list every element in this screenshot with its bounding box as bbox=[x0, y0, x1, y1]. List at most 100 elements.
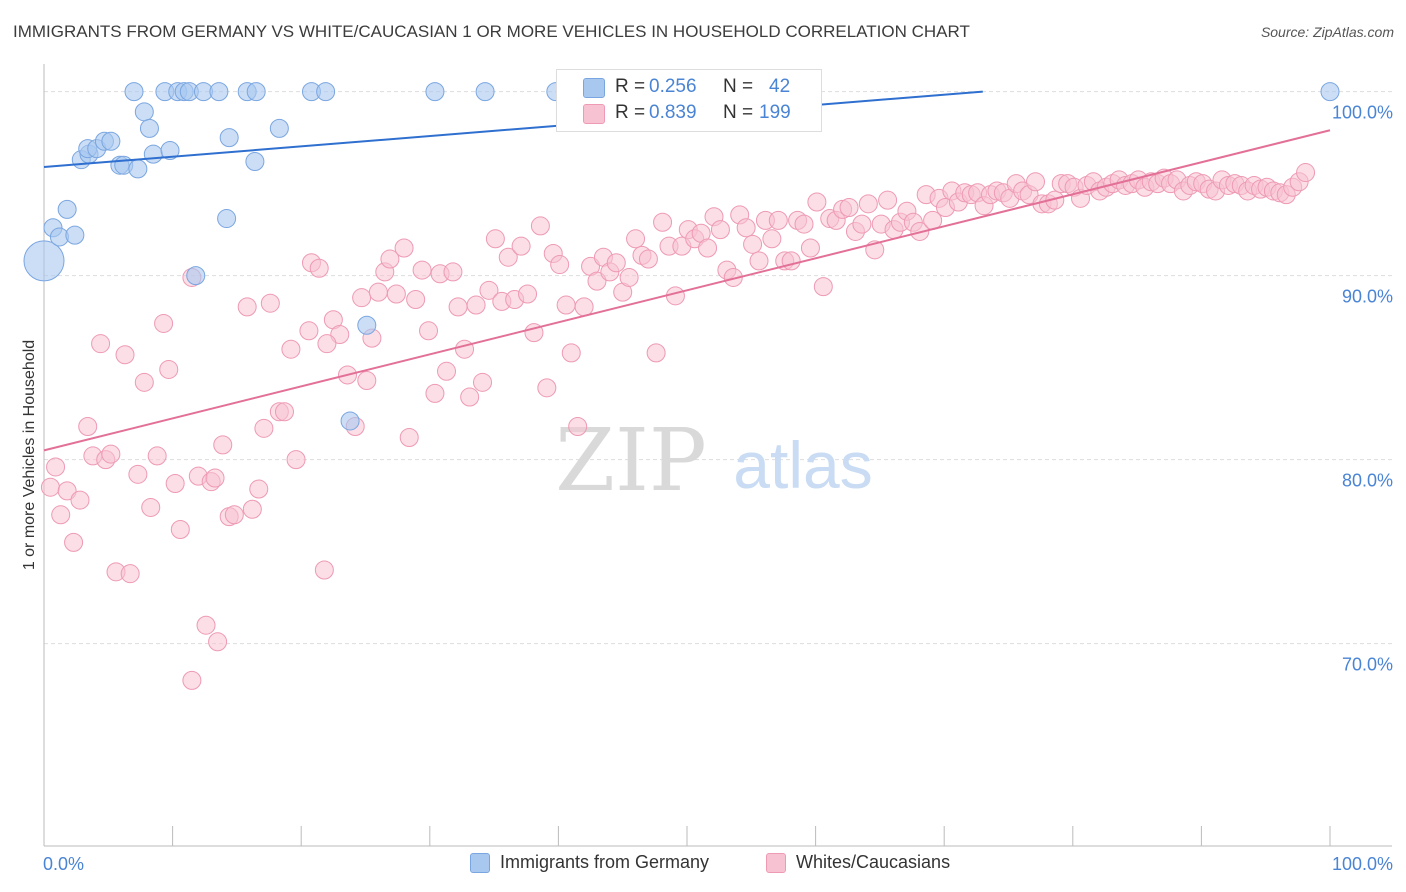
data-point-whites bbox=[425, 383, 445, 403]
data-point-whites bbox=[51, 505, 71, 525]
data-point-whites bbox=[762, 229, 782, 249]
data-point-whites bbox=[736, 218, 756, 238]
data-point-whites bbox=[412, 260, 432, 280]
data-point-whites bbox=[800, 238, 820, 258]
data-point-whites bbox=[455, 339, 475, 359]
trend-lines bbox=[43, 90, 1331, 452]
data-point-whites bbox=[1296, 163, 1316, 183]
data-point-whites bbox=[249, 479, 269, 499]
data-point-whites bbox=[224, 505, 244, 525]
legend-swatch-pink bbox=[766, 853, 786, 873]
data-point-germany bbox=[134, 102, 154, 122]
data-point-whites bbox=[556, 295, 576, 315]
data-point-whites bbox=[165, 474, 185, 494]
x-tick-label: 100.0% bbox=[1332, 854, 1393, 874]
data-point-germany bbox=[425, 82, 445, 102]
data-point-whites bbox=[794, 214, 814, 234]
data-point-whites bbox=[813, 277, 833, 297]
data-point-whites bbox=[242, 499, 262, 519]
legend-n-value: 199 bbox=[759, 102, 791, 123]
data-point-whites bbox=[498, 247, 518, 267]
data-point-whites bbox=[254, 418, 274, 438]
data-point-whites bbox=[743, 234, 763, 254]
data-point-whites bbox=[511, 236, 531, 256]
axes bbox=[43, 64, 1392, 847]
data-point-whites bbox=[101, 444, 121, 464]
legend-r-label: R = bbox=[615, 76, 646, 97]
data-point-whites bbox=[419, 321, 439, 341]
legend-r-label: R = bbox=[615, 102, 646, 123]
data-point-whites bbox=[357, 370, 377, 390]
data-point-whites bbox=[561, 343, 581, 363]
data-point-germany bbox=[316, 82, 336, 102]
data-point-germany bbox=[57, 199, 77, 219]
data-point-whites bbox=[574, 297, 594, 317]
data-point-whites bbox=[710, 220, 730, 240]
data-point-whites bbox=[159, 359, 179, 379]
data-point-whites bbox=[878, 190, 898, 210]
data-point-whites bbox=[568, 416, 588, 436]
data-point-germany bbox=[269, 118, 289, 138]
legend-n-label: N = bbox=[723, 76, 754, 97]
data-point-germany bbox=[209, 82, 229, 102]
correlation-legend: R = 0.256 N = 42 R = 0.839 N = 199 bbox=[556, 69, 822, 132]
data-point-whites bbox=[213, 435, 233, 455]
data-point-whites bbox=[665, 286, 685, 306]
trend-line-whites bbox=[43, 129, 1331, 452]
data-point-germany bbox=[139, 118, 159, 138]
data-point-germany bbox=[101, 131, 121, 151]
data-point-whites bbox=[205, 468, 225, 488]
trend-line-germany bbox=[43, 90, 983, 169]
data-point-germany bbox=[246, 82, 266, 102]
data-point-whites bbox=[638, 249, 658, 269]
y-tick-label: 90.0% bbox=[1342, 287, 1393, 307]
data-point-whites bbox=[807, 192, 827, 212]
data-point-germany bbox=[65, 225, 85, 245]
whites-caucasians-points bbox=[40, 163, 1316, 690]
tick-labels: 70.0% 80.0% 90.0% 100.0% 0.0% 100.0% bbox=[43, 103, 1393, 874]
data-point-germany bbox=[143, 144, 163, 164]
legend-swatch-pink bbox=[583, 104, 605, 124]
chart-title: IMMIGRANTS FROM GERMANY VS WHITE/CAUCASI… bbox=[13, 22, 970, 41]
data-point-germany bbox=[357, 315, 377, 335]
watermark: ZIP atlas bbox=[555, 411, 873, 511]
data-point-germany bbox=[1320, 82, 1340, 102]
data-point-whites bbox=[260, 293, 280, 313]
y-tick-label: 80.0% bbox=[1342, 471, 1393, 491]
data-point-whites bbox=[460, 387, 480, 407]
legend-swatch-blue bbox=[583, 78, 605, 98]
data-point-whites bbox=[380, 249, 400, 269]
data-point-whites bbox=[120, 564, 140, 584]
data-point-germany bbox=[475, 82, 495, 102]
legend-swatch-blue bbox=[470, 853, 490, 873]
data-point-whites bbox=[646, 343, 666, 363]
legend-label-whites: Whites/Caucasians bbox=[796, 852, 951, 872]
data-point-whites bbox=[858, 194, 878, 214]
legend-label-germany: Immigrants from Germany bbox=[500, 852, 710, 872]
data-point-whites bbox=[653, 212, 673, 232]
data-point-whites bbox=[466, 295, 486, 315]
data-point-whites bbox=[448, 297, 468, 317]
data-point-whites bbox=[473, 372, 493, 392]
data-point-whites bbox=[399, 428, 419, 448]
data-point-germany bbox=[23, 240, 65, 282]
data-point-whites bbox=[626, 229, 646, 249]
data-point-whites bbox=[64, 532, 84, 552]
data-point-whites bbox=[518, 284, 538, 304]
data-point-whites bbox=[299, 321, 319, 341]
data-point-whites bbox=[281, 339, 301, 359]
data-point-whites bbox=[749, 251, 769, 271]
data-point-whites bbox=[57, 481, 77, 501]
data-point-whites bbox=[530, 216, 550, 236]
data-point-whites bbox=[485, 229, 505, 249]
data-point-germany bbox=[124, 82, 144, 102]
data-point-whites bbox=[314, 560, 334, 580]
data-point-whites bbox=[698, 238, 718, 258]
data-point-whites bbox=[70, 490, 90, 510]
chart-source: Source: ZipAtlas.com bbox=[1260, 24, 1394, 40]
data-point-whites bbox=[309, 258, 329, 278]
data-point-whites bbox=[479, 280, 499, 300]
legend-r-value: 0.839 bbox=[649, 102, 697, 123]
data-point-whites bbox=[781, 251, 801, 271]
